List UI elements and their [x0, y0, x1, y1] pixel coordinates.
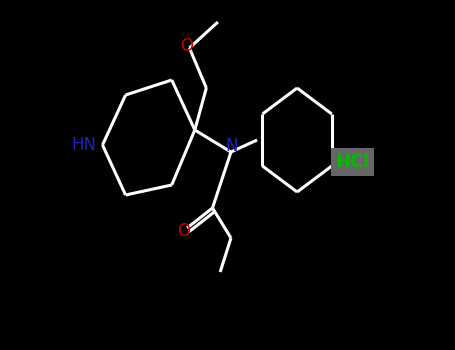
Text: O: O: [180, 37, 193, 55]
Text: HN: HN: [71, 136, 96, 154]
Text: O: O: [177, 222, 190, 240]
Text: HCl: HCl: [335, 153, 369, 171]
Text: N: N: [226, 137, 238, 155]
